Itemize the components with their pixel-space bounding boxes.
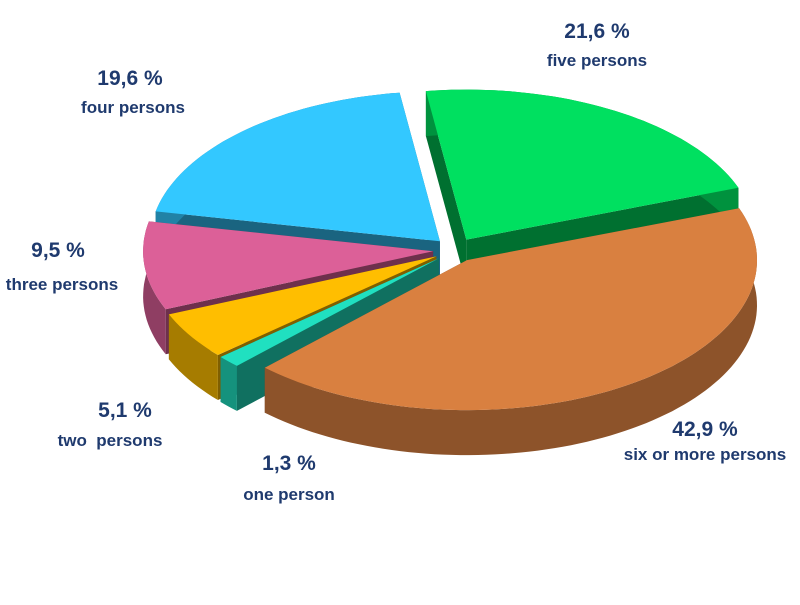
category-label: five persons — [547, 51, 647, 70]
value-label: 1,3 % — [262, 452, 316, 475]
slice-side — [168, 314, 218, 400]
slice-side — [264, 208, 757, 456]
slice-side — [220, 357, 237, 411]
slice-top — [425, 89, 739, 240]
slice-top — [220, 258, 439, 366]
value-label: 21,6 % — [564, 20, 630, 43]
value-label: 9,5 % — [31, 239, 85, 262]
slice-top — [264, 208, 757, 411]
slice — [264, 208, 757, 456]
category-label: three persons — [6, 275, 118, 294]
category-label: six or more persons — [624, 445, 787, 464]
value-label: 42,9 % — [672, 418, 738, 441]
category-label: two persons — [58, 431, 163, 450]
slice-edge — [425, 91, 467, 285]
value-label: 5,1 % — [98, 399, 152, 422]
slice-top — [143, 221, 434, 310]
slice-top — [155, 92, 440, 242]
category-label: one person — [243, 485, 335, 504]
value-label: 19,6 % — [97, 67, 163, 90]
slice-top — [168, 256, 437, 355]
category-label: four persons — [81, 98, 185, 117]
